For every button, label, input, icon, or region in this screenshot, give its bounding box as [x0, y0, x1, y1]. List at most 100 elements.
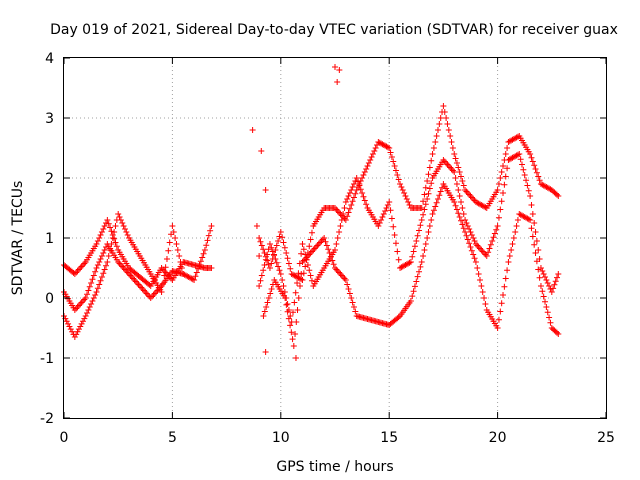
data-point — [487, 241, 494, 248]
data-point — [249, 127, 256, 133]
data-point — [265, 295, 272, 301]
data-point — [357, 186, 364, 193]
data-point — [264, 251, 271, 258]
y-tick-label: 3 — [45, 111, 54, 127]
data-point — [84, 291, 91, 298]
data-point — [495, 316, 502, 323]
data-point — [282, 295, 289, 301]
data-point — [483, 253, 490, 259]
data-point — [350, 304, 357, 310]
data-point — [280, 239, 287, 246]
data-point — [334, 79, 341, 85]
data-point — [452, 175, 459, 181]
data-point — [527, 217, 534, 223]
data-point — [529, 233, 536, 240]
data-point — [121, 226, 128, 232]
data-point — [103, 220, 110, 226]
data-point — [501, 181, 508, 188]
data-point — [497, 175, 504, 181]
data-point — [399, 187, 406, 193]
data-point — [108, 228, 115, 235]
data-point — [326, 250, 333, 256]
data-point — [352, 178, 359, 184]
data-point — [293, 319, 300, 325]
data-point — [525, 187, 532, 194]
data-point — [360, 193, 367, 200]
data-point — [422, 201, 429, 208]
data-point — [204, 237, 211, 244]
data-point — [262, 256, 269, 263]
data-point — [445, 127, 452, 133]
data-point — [531, 241, 538, 248]
data-point — [342, 277, 349, 283]
data-point — [411, 283, 418, 290]
data-point — [307, 236, 314, 243]
data-point — [294, 280, 301, 286]
data-point — [433, 199, 440, 206]
data-point — [353, 175, 360, 181]
data-point — [292, 355, 299, 361]
data-point — [264, 299, 271, 306]
data-point — [330, 261, 337, 268]
data-point — [497, 308, 504, 315]
data-point — [180, 271, 187, 277]
data-point — [207, 227, 214, 234]
data-point — [100, 270, 107, 277]
data-point — [100, 250, 107, 256]
data-point — [425, 171, 432, 178]
data-point — [420, 198, 427, 205]
data-point — [322, 238, 329, 245]
data-point — [494, 223, 501, 229]
grid-layer — [64, 58, 606, 418]
data-point — [332, 64, 338, 70]
data-point — [543, 304, 550, 310]
data-point — [208, 223, 215, 229]
data-point — [329, 257, 336, 264]
data-point — [290, 343, 297, 349]
data-point — [266, 265, 273, 271]
data-point — [421, 247, 428, 253]
data-point — [390, 158, 397, 165]
data-point — [333, 241, 340, 247]
data-point — [359, 175, 366, 181]
y-tick-label: -2 — [40, 411, 54, 427]
data-point — [345, 209, 352, 216]
data-point — [440, 103, 447, 109]
data-point — [527, 151, 534, 157]
data-point — [291, 299, 298, 306]
data-point — [539, 268, 546, 274]
data-point — [452, 202, 459, 209]
data-point — [368, 154, 375, 160]
data-point — [115, 211, 122, 217]
data-point — [518, 161, 525, 168]
y-tick-label: -1 — [40, 351, 54, 367]
data-point — [453, 206, 460, 213]
data-point — [401, 190, 408, 196]
y-tick-label: 0 — [45, 291, 54, 307]
data-point — [288, 329, 295, 336]
data-point — [367, 157, 374, 163]
data-point — [471, 255, 478, 262]
data-point — [103, 244, 110, 250]
data-point — [346, 190, 353, 196]
data-point — [491, 230, 498, 237]
data-point — [257, 277, 264, 284]
data-point — [500, 190, 507, 196]
data-point — [348, 295, 355, 301]
data-point — [444, 121, 451, 127]
data-point — [63, 318, 70, 325]
data-point — [197, 258, 204, 265]
data-point — [448, 139, 455, 145]
data-point — [456, 214, 463, 220]
data-point — [509, 241, 516, 247]
data-point — [93, 289, 100, 295]
data-point — [292, 289, 299, 296]
data-point — [203, 242, 210, 249]
data-point — [161, 272, 168, 279]
data-point — [96, 281, 103, 288]
data-point — [285, 260, 292, 267]
data-point — [535, 247, 542, 253]
data-point — [294, 307, 301, 313]
data-point — [514, 217, 521, 223]
